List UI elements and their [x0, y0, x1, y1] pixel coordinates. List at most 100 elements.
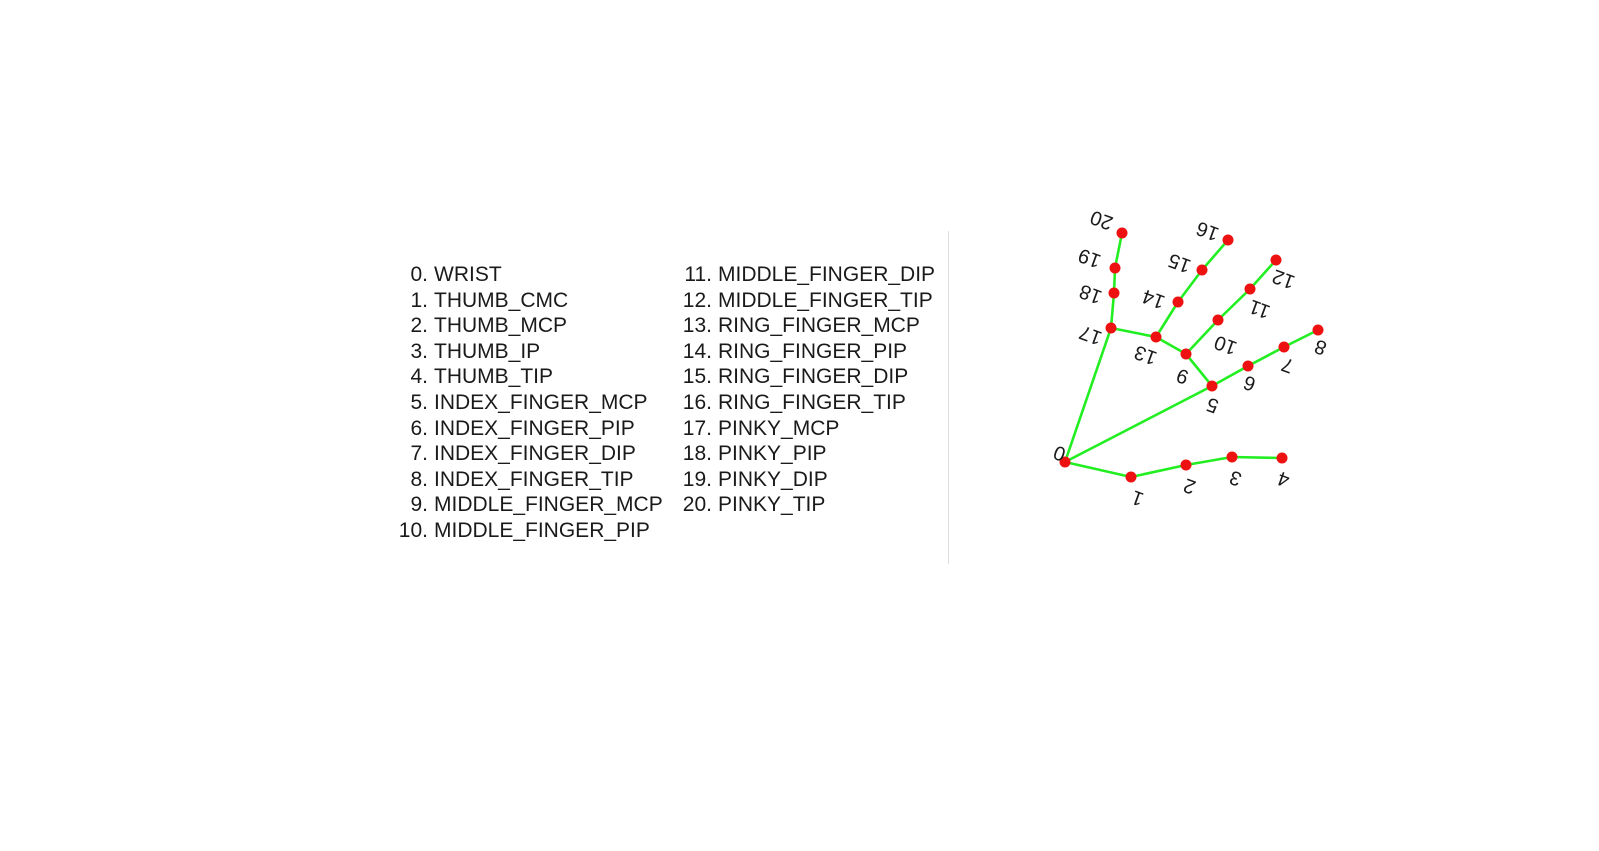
bone-line-11-12: [1248, 258, 1278, 291]
bone-line-2-3: [1184, 455, 1234, 467]
joint-label-16: 16: [1194, 217, 1222, 245]
landmark-number: 14.: [682, 339, 712, 363]
joint-label-10: 10: [1212, 331, 1240, 359]
joint-point-15: [1196, 264, 1208, 276]
joint-point-16: [1222, 234, 1234, 246]
landmark-label: THUMB_MCP: [434, 314, 568, 338]
bone-line-14-15: [1176, 268, 1204, 304]
landmark-label: INDEX_FINGER_DIP: [434, 442, 636, 466]
joint-point-4: [1276, 452, 1288, 464]
joint-label-17: 17: [1077, 321, 1105, 349]
landmark-label: PINKY_DIP: [718, 467, 828, 491]
bone-connections: [1063, 231, 1320, 479]
joint-label-3: 3: [1227, 465, 1245, 489]
joint-label-13: 13: [1132, 341, 1160, 369]
joint-point-18: [1108, 287, 1120, 299]
bone-line-7-8: [1282, 328, 1320, 349]
divider: [948, 231, 949, 564]
landmark-number: 9.: [410, 493, 428, 517]
joint-point-12: [1270, 254, 1282, 266]
landmark-label: RING_FINGER_PIP: [718, 339, 908, 363]
landmark-label: THUMB_TIP: [434, 365, 554, 389]
joint-point-1: [1125, 471, 1137, 483]
landmark-number: 7.: [410, 442, 428, 466]
landmark-number: 8.: [410, 467, 428, 491]
landmark-number: 0.: [410, 263, 428, 286]
joint-label-20: 20: [1088, 206, 1116, 234]
bone-line-15-16: [1200, 238, 1230, 272]
bone-line-5-6: [1210, 364, 1250, 388]
joint-label-18: 18: [1077, 280, 1105, 308]
landmark-number: 19.: [682, 467, 712, 491]
bone-line-6-7: [1246, 345, 1286, 368]
landmark-label: MIDDLE_FINGER_TIP: [718, 288, 933, 312]
joint-point-3: [1226, 451, 1238, 463]
joint-point-9: [1180, 348, 1192, 360]
joint-label-8: 8: [1312, 334, 1330, 358]
landmark-label: PINKY_MCP: [718, 416, 840, 440]
joint-label-1: 1: [1129, 485, 1147, 509]
joint-point-6: [1242, 360, 1254, 372]
landmark-number: 11.: [684, 263, 712, 286]
joint-point-5: [1206, 380, 1218, 392]
landmark-number: 18.: [682, 442, 712, 466]
landmark-number: 5.: [410, 391, 428, 414]
bone-line-19-20: [1113, 231, 1124, 270]
landmark-number: 4.: [410, 365, 428, 389]
joint-label-2: 2: [1181, 473, 1199, 497]
bone-line-5-9: [1184, 352, 1214, 388]
joint-point-20: [1116, 227, 1128, 239]
landmark-number: 12.: [682, 288, 712, 312]
bone-line-0-5: [1063, 384, 1214, 464]
joint-point-19: [1109, 262, 1121, 274]
joint-label-9: 9: [1174, 363, 1192, 387]
landmark-label: MIDDLE_FINGER_DIP: [718, 263, 936, 286]
landmark-number: 17.: [682, 416, 712, 440]
joint-label-6: 6: [1241, 370, 1259, 394]
landmark-number: 15.: [682, 365, 712, 389]
bone-line-3-4: [1230, 455, 1284, 460]
joint-label-12: 12: [1270, 265, 1298, 293]
bone-line-9-13: [1154, 335, 1188, 356]
joint-label-15: 15: [1166, 249, 1194, 277]
landmark-legend: 0. WRIST 1. THUMB_CMC 2. THUMB_MCP 3. THUMB_IP 4…: [398, 263, 936, 542]
landmark-label: PINKY_PIP: [718, 442, 827, 466]
bone-line-1-2: [1129, 463, 1188, 479]
landmark-label: INDEX_FINGER_TIP: [434, 467, 634, 491]
landmark-label: MIDDLE_FINGER_PIP: [434, 519, 650, 542]
landmark-label: THUMB_IP: [434, 339, 541, 363]
landmark-label: MIDDLE_FINGER_MCP: [434, 493, 663, 517]
joint-label-5: 5: [1204, 392, 1222, 416]
landmark-label: INDEX_FINGER_MCP: [434, 391, 648, 414]
bone-line-0-1: [1063, 460, 1133, 479]
joint-point-11: [1244, 283, 1256, 295]
landmark-label: RING_FINGER_MCP: [718, 314, 920, 338]
landmark-label: RING_FINGER_DIP: [718, 365, 909, 389]
joint-point-8: [1312, 324, 1324, 336]
joint-point-0: [1059, 456, 1071, 468]
landmark-label: PINKY_TIP: [718, 493, 826, 517]
joint-label-11: 11: [1246, 295, 1273, 323]
landmark-number: 6.: [410, 416, 428, 440]
joint-points: [1059, 227, 1324, 483]
landmark-number: 20.: [682, 493, 712, 517]
landmark-label: RING_FINGER_TIP: [718, 391, 906, 414]
joint-label-4: 4: [1275, 466, 1293, 490]
landmark-number: 3.: [410, 339, 428, 363]
joint-point-7: [1278, 341, 1290, 353]
joint-point-13: [1150, 331, 1162, 343]
joint-point-2: [1180, 459, 1192, 471]
bone-line-13-17: [1109, 326, 1158, 339]
landmark-label: THUMB_CMC: [434, 288, 569, 312]
joint-label-19: 19: [1076, 244, 1104, 272]
joint-point-10: [1212, 314, 1224, 326]
landmark-number: 10.: [398, 519, 428, 542]
joint-label-14: 14: [1140, 285, 1168, 313]
bone-line-9-10: [1184, 318, 1220, 356]
landmark-label: WRIST: [434, 263, 502, 286]
joint-point-17: [1105, 322, 1117, 334]
landmark-number: 16.: [682, 391, 712, 414]
joint-point-14: [1172, 296, 1184, 308]
bone-line-10-11: [1216, 287, 1252, 322]
